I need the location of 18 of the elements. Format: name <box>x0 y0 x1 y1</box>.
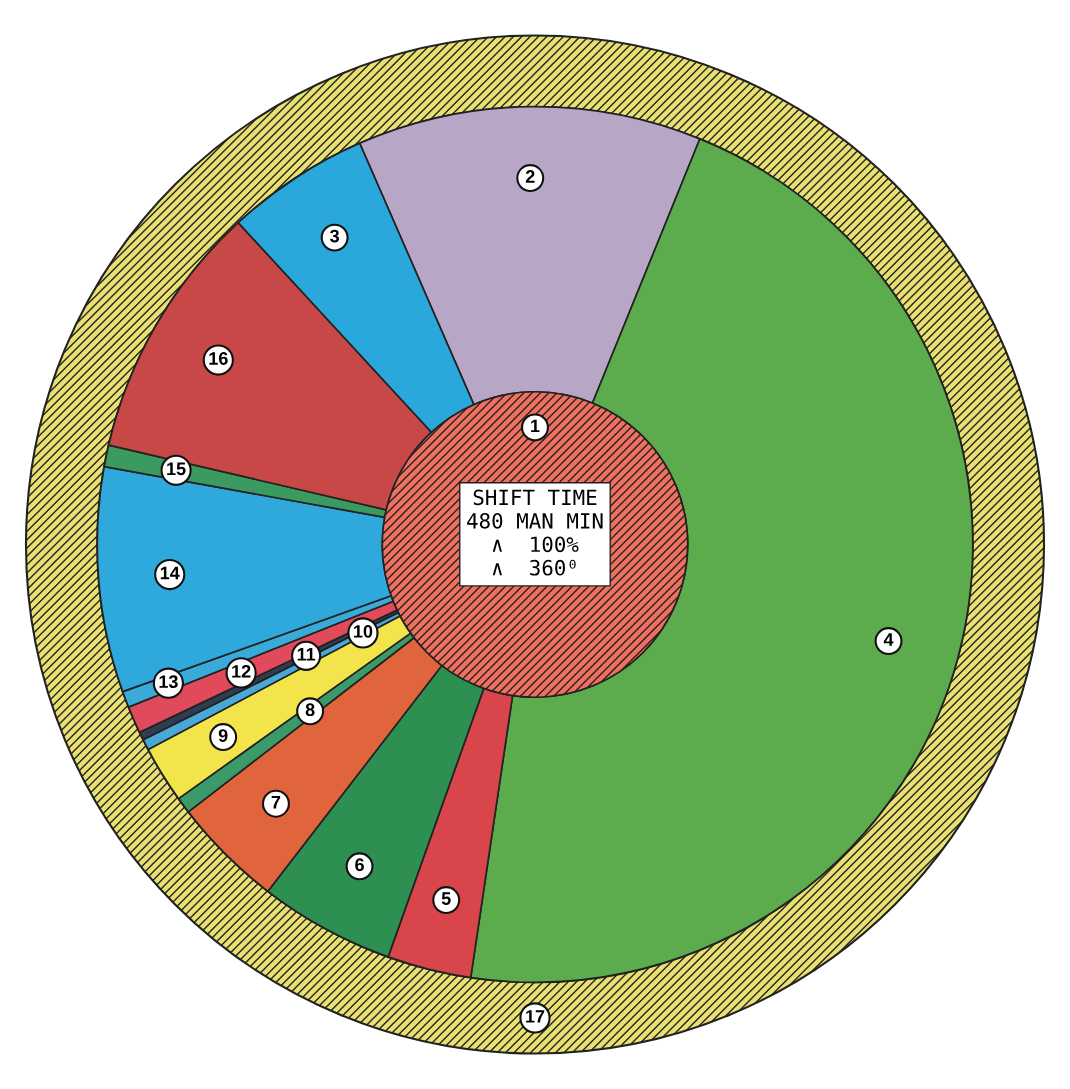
slice-label: 8 <box>305 703 315 717</box>
slice-label: 3 <box>330 229 340 243</box>
slice-label: 12 <box>232 664 251 678</box>
slice-label: 14 <box>160 566 180 580</box>
slice-label: 15 <box>167 462 186 476</box>
text: SHIFT TIME 480 MAN MIN ∧ 100% ∧ 360⁰ <box>467 489 603 576</box>
slice-label: 6 <box>355 858 364 872</box>
slice-label: 9 <box>218 729 228 742</box>
slice-label: 7 <box>271 795 281 809</box>
text: 17 <box>526 1010 545 1023</box>
slice-label: 2 <box>525 170 535 183</box>
slice-label: 11 <box>297 648 316 661</box>
slice-label: 5 <box>441 892 451 905</box>
slice-label: 16 <box>209 352 228 365</box>
slice-label: 4 <box>883 633 894 646</box>
slice-label: 13 <box>159 675 178 689</box>
slice-label: 10 <box>354 624 373 638</box>
text: 1 <box>531 419 540 433</box>
